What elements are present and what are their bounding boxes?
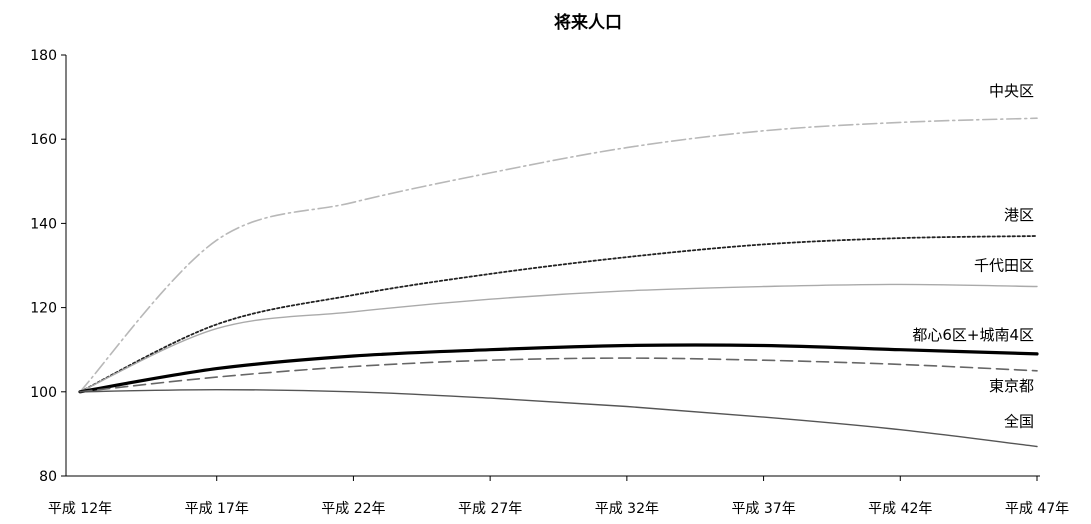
- series-label: 全国: [1004, 413, 1034, 431]
- series-line: [79, 235, 1038, 393]
- series-line: [79, 388, 1038, 448]
- x-tick-label: 平成 32年: [595, 501, 659, 517]
- x-tick-label: 平成 42年: [868, 501, 932, 517]
- y-tick-label: 80: [39, 469, 57, 485]
- x-tick-label: 平成 22年: [321, 501, 385, 517]
- x-tick-label: 平成 47年: [1005, 501, 1069, 517]
- x-tick-label: 平成 37年: [731, 501, 795, 517]
- x-tick-label: 平成 17年: [185, 501, 249, 517]
- x-tick-label: 平成 27年: [458, 501, 522, 517]
- series-lines: [78, 117, 1039, 448]
- chart-title: 将来人口: [554, 12, 622, 33]
- y-tick-label: 160: [30, 132, 57, 148]
- series-label: 中央区: [989, 82, 1034, 100]
- series-label: 都心6区+城南4区: [912, 326, 1034, 344]
- series-line: [78, 343, 1039, 394]
- y-tick-label: 140: [30, 216, 57, 232]
- series-line: [79, 283, 1038, 393]
- y-tick-label: 100: [30, 385, 57, 401]
- x-tick-label: 平成 12年: [48, 501, 112, 517]
- y-tick-label: 120: [30, 301, 57, 317]
- series-label: 東京都: [989, 377, 1034, 395]
- series-label: 港区: [1004, 206, 1034, 224]
- y-tick-label: 180: [30, 48, 57, 64]
- axes: 80 100 120 140 160 180 平成 12年 平成 17年 平成 22年 平成 27…: [30, 48, 1069, 517]
- series-line: [79, 117, 1038, 393]
- series-line: [79, 357, 1038, 393]
- series-label: 千代田区: [974, 257, 1034, 275]
